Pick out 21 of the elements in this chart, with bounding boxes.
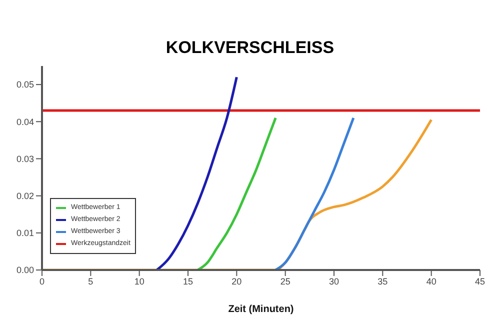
y-tick-label: 0.05 bbox=[16, 80, 34, 90]
y-tick-label: 0.04 bbox=[16, 116, 34, 127]
x-tick-label: 5 bbox=[88, 276, 94, 286]
x-tick-label: 20 bbox=[232, 276, 242, 286]
x-tick-label: 10 bbox=[134, 276, 144, 286]
x-tick-label: 45 bbox=[474, 276, 486, 286]
y-tick-label: 0.02 bbox=[16, 191, 34, 202]
x-axis-title: Zeit (Minuten) bbox=[228, 304, 294, 315]
chart-title: KOLKVERSCHLEISS bbox=[164, 38, 336, 58]
x-tick-label: 30 bbox=[328, 276, 340, 286]
line-series bbox=[274, 116, 355, 270]
x-tick-label: 15 bbox=[182, 276, 194, 286]
line-series bbox=[196, 116, 277, 270]
x-tick-label: 40 bbox=[426, 276, 436, 286]
y-tick-label: 0.01 bbox=[16, 228, 34, 238]
y-tick-label: 0.03 bbox=[16, 154, 34, 164]
x-tick-label: 0 bbox=[39, 276, 45, 286]
y-tick-label: 0.00 bbox=[16, 265, 34, 276]
x-tick-label: 25 bbox=[280, 276, 290, 286]
line-series bbox=[156, 76, 238, 270]
x-tick-label: 35 bbox=[378, 276, 388, 286]
